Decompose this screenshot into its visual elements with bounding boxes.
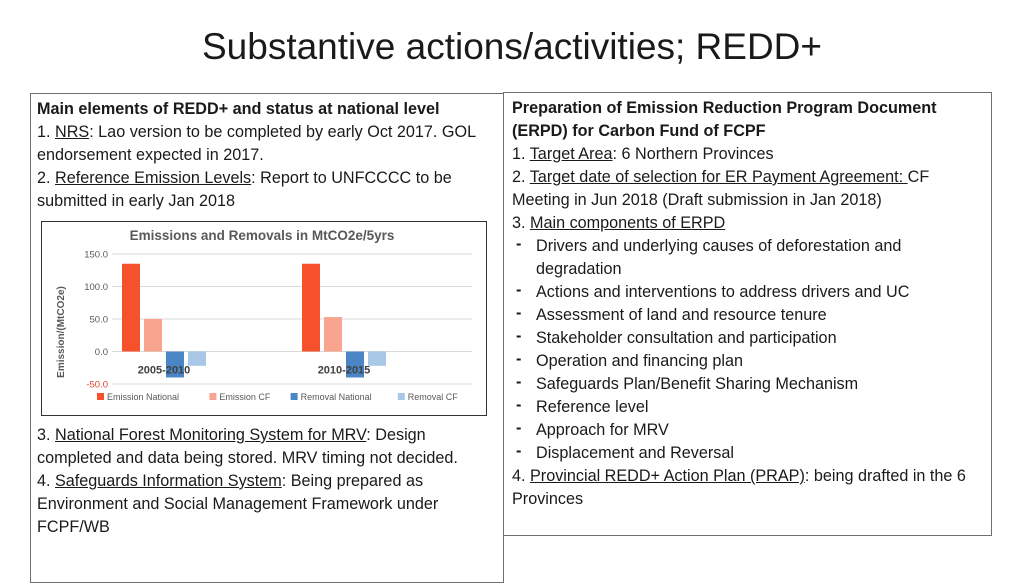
item-text: : Lao version to be completed by early O… [37,123,476,164]
y-tick-label: 100.0 [84,282,108,293]
list-item: Assessment of land and resource tenure [512,302,983,327]
left-item-4: 4. Safeguards Information System: Being … [37,470,497,539]
item-number: 4. [512,467,530,485]
legend-label: Emission CF [219,392,271,402]
item-label: Main components of ERPD [530,214,726,232]
legend-label: Removal CF [408,392,459,402]
list-item: Reference level [512,394,983,419]
bar-removal-national [346,351,364,378]
item-text: : Being prepared as Environment and Soci… [37,472,439,536]
item-label: Safeguards Information System [55,472,282,490]
right-item-3: 3. Main components of ERPD [512,212,983,235]
slide-title: Substantive actions/activities; REDD+ [201,26,823,67]
bar-emission-cf [324,317,342,352]
erpd-components-list: Drivers and underlying causes of defores… [512,233,983,465]
item-text: : Report to UNFCCCC to be submitted in e… [37,169,452,210]
list-item: Displacement and Reversal [512,440,983,465]
bar-removal-cf [368,351,386,366]
item-label: NRS [55,123,90,141]
right-panel: Preparation of Emission Reduction Progra… [503,92,992,536]
item-number: 3. [512,214,530,232]
item-text: : Design completed and data being stored… [37,426,458,467]
x-category-label: 2005-2010 [138,365,191,377]
left-item-3: 3. National Forest Monitoring System for… [37,424,497,470]
legend-label: Removal National [301,392,372,402]
item-number: 1. [37,123,55,141]
left-item-2: 2. Reference Emission Levels: Report to … [37,167,497,213]
right-item-4: 4. Provincial REDD+ Action Plan (PRAP): … [512,465,983,511]
y-tick-label: 150.0 [84,250,108,261]
list-item: Stakeholder consultation and participati… [512,325,983,350]
item-text: : 6 Northern Provinces [612,145,774,163]
list-item: Approach for MRV [512,417,983,442]
item-number: 2. [512,168,530,186]
y-tick-label: 0.0 [95,347,108,358]
y-tick-label: 50.0 [90,315,109,326]
list-item: Operation and financing plan [512,348,983,373]
legend-swatch [97,393,104,400]
list-item: Drivers and underlying causes of defores… [512,233,983,281]
bar-emission-cf [144,319,162,352]
legend-swatch [209,393,217,400]
bar-removal-national [166,351,184,378]
item-label: National Forest Monitoring System for MR… [55,426,367,444]
chart-svg: Emissions and Removals in MtCO2e/5yrs 150… [56,228,472,402]
x-category-label: 2010-2015 [318,365,371,377]
emissions-chart: Emissions and Removals in MtCO2e/5yrs 150… [41,221,487,416]
item-label: Target Area [529,145,613,163]
right-item-1: 1. Target Area: 6 Northern Provinces [512,143,983,166]
right-item-2: 2. Target date of selection for ER Payme… [512,166,983,212]
item-label: Reference Emission Levels [55,169,252,187]
item-label: Provincial REDD+ Action Plan (PRAP) [530,467,805,485]
left-heading: Main elements of REDD+ and status at nat… [37,100,440,118]
legend-swatch [397,393,405,400]
chart-title: Emissions and Removals in MtCO2e/5yrs [130,228,395,243]
item-number: 3. [37,426,55,444]
y-axis-label: Emission/(MtCO2e) [56,286,67,378]
item-text: CF Meeting in Jun 2018 (Draft submission… [512,168,930,209]
right-heading: Preparation of Emission Reduction Progra… [512,99,937,140]
item-label: Target date of selection for ER Payment … [529,168,908,186]
list-item: Safeguards Plan/Benefit Sharing Mechanis… [512,371,983,396]
legend-label: Emission National [107,392,179,402]
list-item: Actions and interventions to address dri… [512,279,983,304]
item-text: : being drafted in the 6 Provinces [512,467,966,508]
left-panel: Main elements of REDD+ and status at nat… [30,93,504,583]
legend-swatch [290,393,298,400]
item-number: 1. [512,145,530,163]
item-number: 4. [37,472,55,490]
bar-emission-national [122,263,140,352]
item-number: 2. [37,169,55,187]
y-tick-label: -50.0 [86,380,108,391]
bar-emission-national [302,263,320,352]
bar-removal-cf [188,351,206,366]
left-item-1: 1. NRS: Lao version to be completed by e… [37,121,497,167]
